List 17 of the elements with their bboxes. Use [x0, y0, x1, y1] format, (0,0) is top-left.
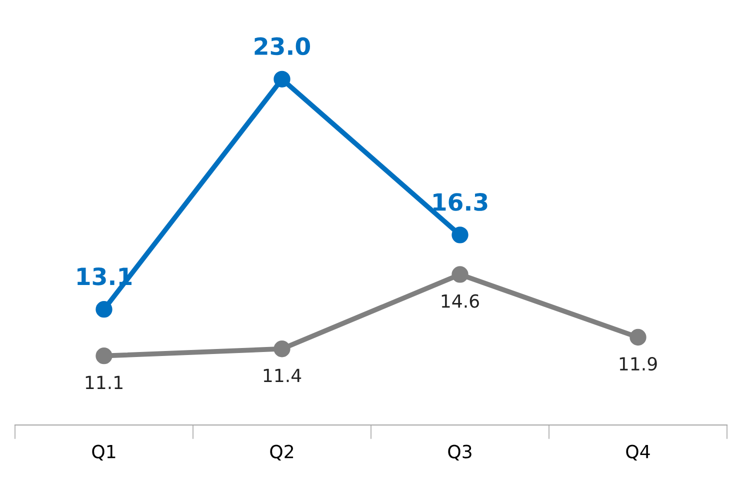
point	[96, 348, 112, 364]
point	[274, 70, 290, 88]
point	[630, 328, 646, 346]
x-tick-label: Q1	[92, 444, 116, 460]
point	[96, 301, 112, 318]
data-label: 11.1	[86, 376, 122, 389]
data-label: 11.4	[264, 368, 302, 382]
point	[452, 226, 468, 244]
x-tick-label: Q4	[626, 444, 650, 460]
data-label: 11.9	[620, 356, 657, 371]
point	[274, 340, 290, 358]
data-label: 14.6	[442, 294, 479, 308]
data-label: 23.0	[254, 37, 310, 56]
x-tick-label: Q2	[270, 444, 294, 460]
data-label: 16.3	[434, 193, 488, 211]
point	[452, 266, 468, 283]
x-tick-label: Q3	[448, 444, 472, 460]
